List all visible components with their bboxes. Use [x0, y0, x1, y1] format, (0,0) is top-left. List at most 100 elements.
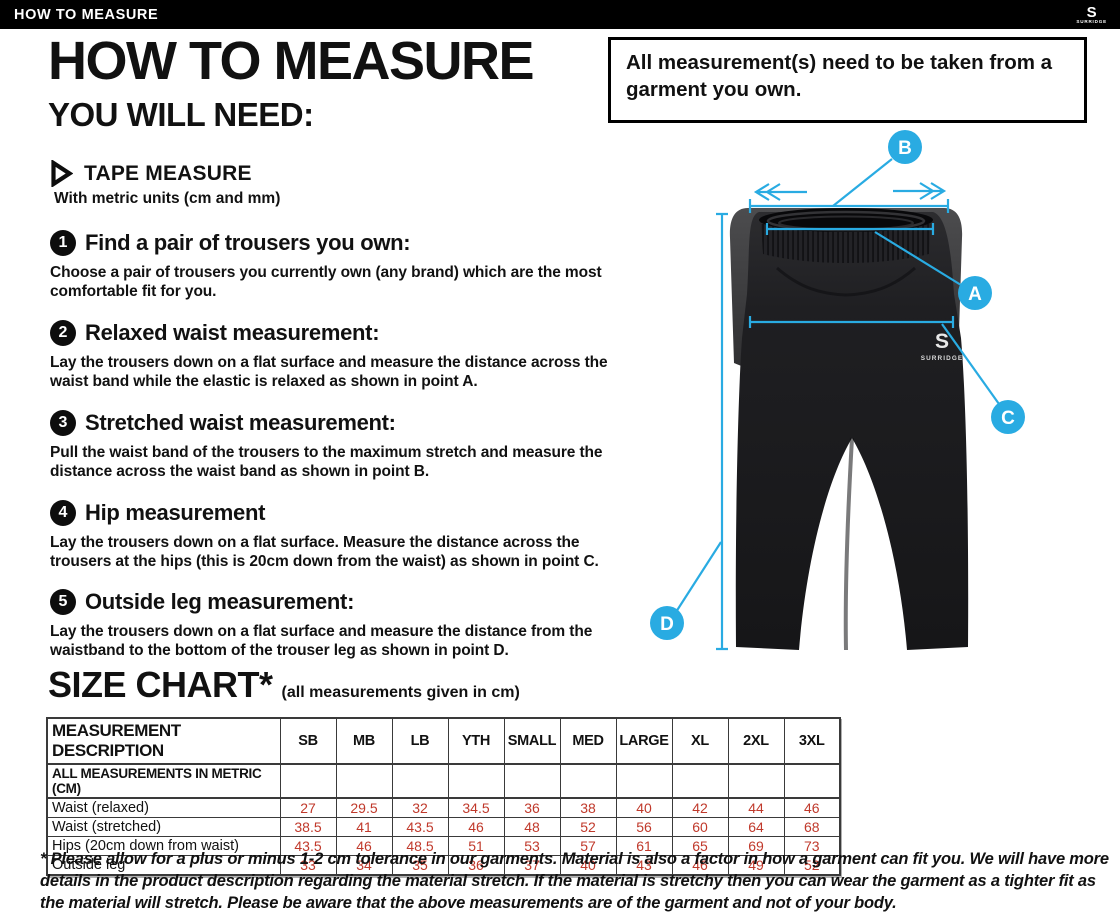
measurement-value: 68 — [783, 817, 841, 837]
measurement-value: 60 — [671, 817, 729, 837]
measurement-line-relaxed-waist — [765, 223, 935, 235]
size-chart-empty-cell — [391, 763, 449, 799]
measurement-value: 27 — [279, 797, 337, 818]
size-chart-header-row: MEASUREMENT DESCRIPTION SB MB LB YTH SMALL MED… — [46, 717, 841, 765]
trousers-diagram: S SURRIDGE B A C D — [650, 130, 1025, 651]
step-2: 2 Relaxed waist measurement: Lay the tro… — [50, 320, 642, 391]
garment-logo-wordmark: SURRIDGE — [921, 355, 964, 362]
step-title: Stretched waist measurement: — [85, 410, 396, 435]
point-label-c: C — [991, 400, 1025, 434]
measurement-value: 48 — [503, 817, 561, 837]
measurement-value: 34.5 — [447, 797, 505, 818]
leader-line-a — [874, 231, 962, 286]
center-crease — [843, 437, 854, 651]
measurement-value: 29.5 — [335, 797, 393, 818]
top-bar-title: HOW TO MEASURE — [14, 6, 159, 23]
measurement-line-stretched-waist — [748, 199, 950, 213]
measurement-value: 34 — [335, 855, 393, 876]
measurement-value: 32 — [391, 797, 449, 818]
measurement-value: 46 — [671, 855, 729, 876]
measurement-value: 52 — [559, 817, 617, 837]
step-body: Pull the waist band of the trousers to t… — [50, 444, 603, 481]
size-chart-header-cell: 2XL — [727, 717, 785, 765]
step-title: Relaxed waist measurement: — [85, 320, 380, 345]
step-body: Lay the trousers down on a flat surface … — [50, 623, 593, 660]
measurement-line-outside-leg — [716, 212, 728, 651]
measurement-value: 40 — [615, 797, 673, 818]
leader-line-b — [832, 158, 893, 207]
measurement-value: 49 — [727, 855, 785, 876]
fold-right — [845, 266, 916, 297]
notice-box: All measurement(s) need to be taken from… — [608, 37, 1087, 123]
size-chart-empty-cell — [335, 763, 393, 799]
measurement-value: 43.5 — [279, 836, 337, 856]
step-number-badge: 2 — [50, 320, 76, 346]
step-number-badge: 4 — [50, 500, 76, 526]
size-chart-data-row: Outside leg 33 34 35 36 37 40 43 46 49 52 — [46, 855, 841, 876]
point-label-a: A — [958, 276, 992, 310]
size-chart-empty-cell — [447, 763, 505, 799]
page-title: HOW TO MEASURE — [48, 31, 535, 91]
measurement-value: 33 — [279, 855, 337, 876]
size-chart-header-cell: 3XL — [783, 717, 841, 765]
step-title: Find a pair of trousers you own: — [85, 230, 411, 255]
size-chart-header-cell: YTH — [447, 717, 505, 765]
size-chart-empty-cell — [559, 763, 617, 799]
measurement-value: 46 — [447, 817, 505, 837]
step-5: 5 Outside leg measurement: Lay the trous… — [50, 589, 642, 660]
footnote: * Please allow for a plus or minus 1-2 c… — [40, 850, 1109, 912]
measurement-label: Waist (stretched) — [46, 817, 281, 837]
measurement-value: 43.5 — [391, 817, 449, 837]
surridge-logo: S SURRIDGE — [1076, 6, 1107, 24]
stretch-arrow-left-icon — [753, 183, 807, 201]
measurement-value: 37 — [503, 855, 561, 876]
size-chart-title: SIZE CHART* — [48, 664, 273, 705]
measurement-value: 64 — [727, 817, 785, 837]
size-chart-metric-row: ALL MEASUREMENTS IN METRIC (CM) — [46, 763, 841, 799]
size-chart-header-cell: LARGE — [615, 717, 673, 765]
svg-text:C: C — [1001, 408, 1015, 429]
leader-line-c — [941, 323, 1000, 405]
stretch-arrow-right-icon — [893, 182, 947, 200]
surridge-wordmark: SURRIDGE — [1076, 18, 1107, 24]
measurement-label: Waist (relaxed) — [46, 797, 281, 818]
tape-measure-item: TAPE MEASURE With metric units (cm and m… — [50, 160, 280, 208]
surridge-s-icon: S — [1086, 4, 1097, 22]
size-chart-heading: SIZE CHART* (all measurements given in c… — [48, 664, 520, 706]
size-chart-empty-cell — [615, 763, 673, 799]
measurement-value: 61 — [615, 836, 673, 856]
size-chart-data-row: Hips (20cm down from waist) 43.5 46 48.5 51 5… — [46, 836, 841, 856]
size-chart-subheader: ALL MEASUREMENTS IN METRIC (CM) — [46, 763, 281, 799]
step-1: 1 Find a pair of trousers you own: Choos… — [50, 230, 642, 301]
point-label-b: B — [888, 130, 922, 164]
top-bar: HOW TO MEASURE S SURRIDGE — [0, 0, 1120, 29]
step-body: Lay the trousers down on a flat surface … — [50, 354, 608, 391]
step-body: Lay the trousers down on a flat surface.… — [50, 534, 599, 571]
step-number-badge: 1 — [50, 230, 76, 256]
notice-text: All measurement(s) need to be taken from… — [626, 51, 1053, 102]
size-chart-header-cell: XL — [671, 717, 729, 765]
measurement-value: 38 — [559, 797, 617, 818]
step-3: 3 Stretched waist measurement: Pull the … — [50, 410, 642, 481]
step-number-badge: 3 — [50, 410, 76, 436]
waistband-rib — [761, 224, 931, 263]
size-chart-header-cell: MB — [335, 717, 393, 765]
measurement-line-hips — [748, 316, 955, 328]
svg-text:A: A — [968, 284, 982, 305]
you-will-need-heading: YOU WILL NEED: — [48, 96, 314, 133]
tape-measure-detail: With metric units (cm and mm) — [54, 190, 281, 207]
step-4: 4 Hip measurement Lay the trousers down … — [50, 500, 642, 571]
measurement-value: 42 — [671, 797, 729, 818]
measurement-value: 36 — [503, 797, 561, 818]
size-chart-header-cell: MEASUREMENT DESCRIPTION — [46, 717, 281, 765]
measurement-value: 40 — [559, 855, 617, 876]
step-body: Choose a pair of trousers you currently … — [50, 264, 602, 301]
step-title: Hip measurement — [85, 500, 266, 525]
size-chart-header-cell: LB — [391, 717, 449, 765]
measurement-value: 73 — [783, 836, 841, 856]
measurement-value: 44 — [727, 797, 785, 818]
size-chart-empty-cell — [727, 763, 785, 799]
measurement-value: 65 — [671, 836, 729, 856]
step-number-badge: 5 — [50, 589, 76, 615]
size-chart-note: (all measurements given in cm) — [281, 684, 520, 701]
